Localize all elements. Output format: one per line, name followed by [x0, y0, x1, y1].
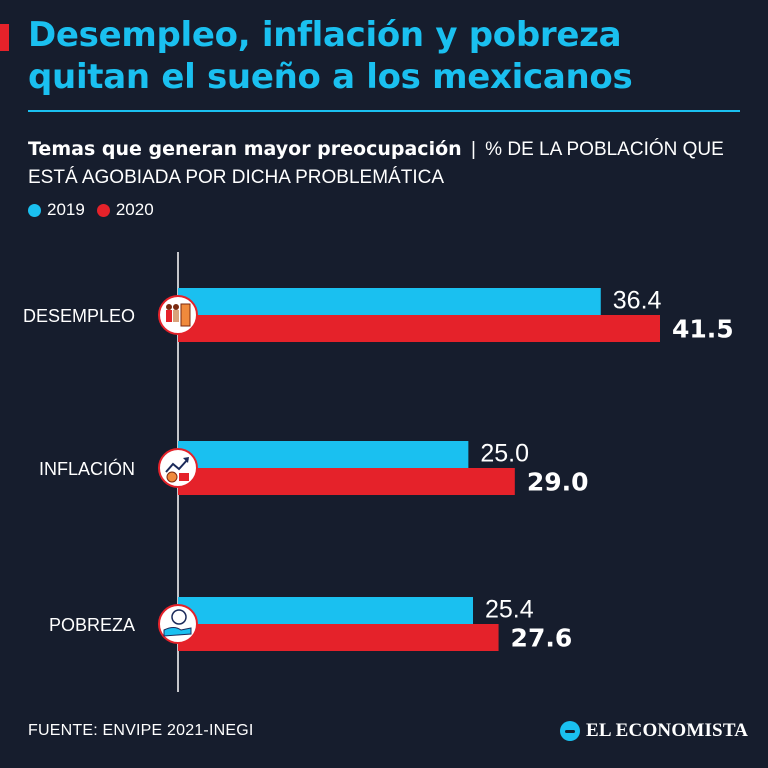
value-label-desempleo-2019: 36.4	[613, 287, 662, 315]
brand-name: EL ECONOMISTA	[586, 720, 749, 741]
bar-pobreza-2020	[178, 624, 499, 651]
category-label-pobreza: POBREZA	[49, 615, 135, 635]
value-label-pobreza-2019: 25.4	[485, 596, 534, 624]
category-label-inflacion: INFLACIÓN	[39, 458, 135, 479]
bar-inflacion-2020	[178, 468, 515, 495]
value-label-inflacion-2019: 25.0	[480, 440, 529, 468]
inflation-icon	[165, 457, 189, 483]
bar-pobreza-2019	[178, 597, 474, 624]
legend-label-2020: 2020	[115, 200, 154, 219]
source-note: FUENTE: ENVIPE 2021-INEGI	[28, 722, 254, 739]
value-label-inflacion-2020: 29.0	[527, 468, 589, 497]
subtitle-rest: % DE LA POBLACIÓN QUE ESTÁ AGOBIADA POR …	[28, 139, 724, 188]
legend-item-2019: 2019	[28, 200, 85, 220]
title-divider	[28, 110, 740, 112]
category-label-desempleo: DESEMPLEO	[23, 306, 135, 326]
legend-item-2020: 2020	[96, 200, 154, 220]
unemployment-icon	[166, 303, 191, 327]
bar-desempleo-2019	[178, 288, 601, 315]
title-accent-bar	[0, 24, 9, 51]
legend-label-2019: 2019	[47, 200, 85, 219]
subtitle-bold: Temas que generan mayor preocupación	[28, 138, 462, 160]
subtitle-separator: |	[470, 139, 476, 160]
value-label-pobreza-2020: 27.6	[511, 624, 573, 653]
economista-logo-icon	[560, 721, 580, 741]
bar-inflacion-2019	[178, 441, 469, 468]
legend-swatch-2019	[28, 203, 41, 217]
legend-swatch-2020	[96, 203, 110, 217]
bar-desempleo-2020	[178, 315, 660, 342]
brand-logo: EL ECONOMISTA	[560, 720, 748, 742]
chart-legend: 2019 2020	[28, 200, 166, 220]
chart-title: Desempleo, inflación y pobreza quitan el…	[28, 15, 633, 97]
chart-subtitle: Temas que generan mayor preocupación | %…	[28, 135, 748, 192]
poverty-icon	[163, 609, 192, 637]
value-label-desempleo-2020: 41.5	[672, 315, 734, 344]
